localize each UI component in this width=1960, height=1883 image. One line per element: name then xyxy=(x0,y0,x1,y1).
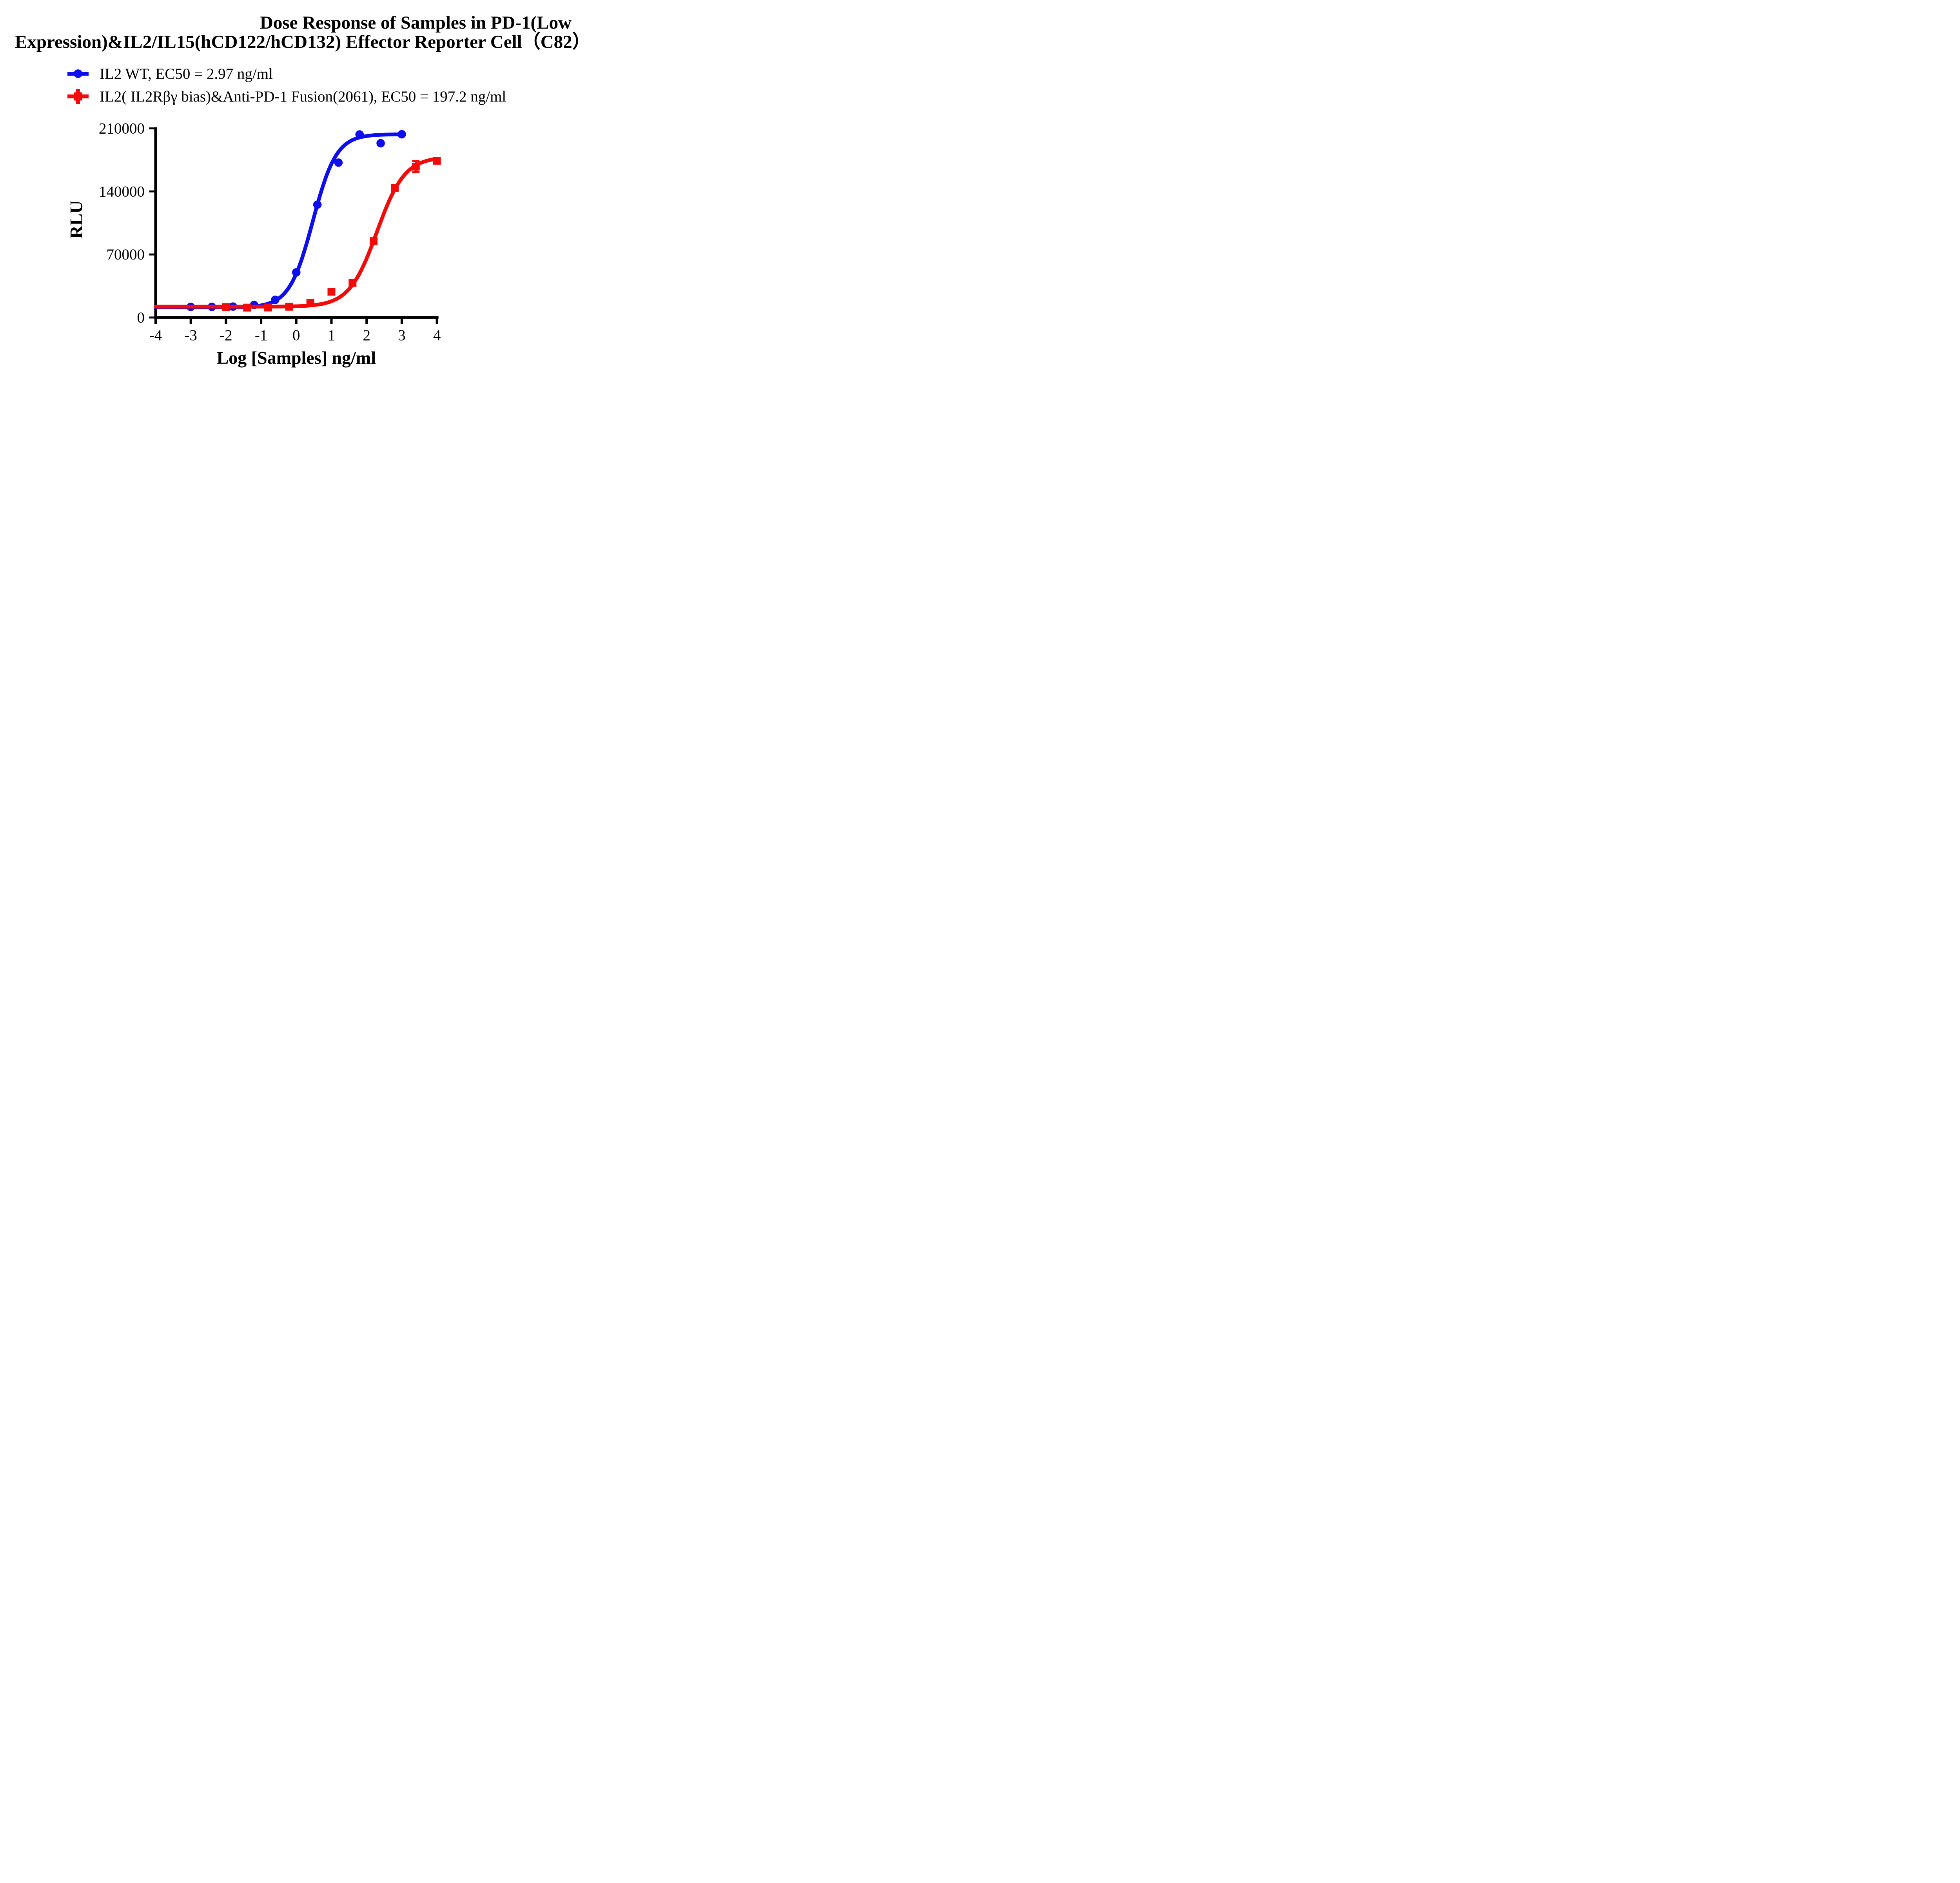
il2-wt-point xyxy=(376,139,385,148)
il2-wt-data-points xyxy=(186,130,406,311)
chart-title-line2: Expression)&IL2/IL15(hCD122/hCD132) Effe… xyxy=(15,32,586,52)
chart-title-line1: Dose Response of Samples in PD-1(Low xyxy=(260,13,572,33)
fusion-point xyxy=(243,303,251,312)
legend-label-il2-wt: IL2 WT, EC50 = 2.97 ng/ml xyxy=(100,65,273,82)
il2-wt-fit-curve xyxy=(154,132,404,310)
axes xyxy=(154,127,439,319)
fusion-point xyxy=(264,303,272,312)
legend-item-fusion: IL2( IL2Rβγ bias)&Anti-PD-1 Fusion(2061)… xyxy=(67,88,506,105)
legend-item-il2-wt: IL2 WT, EC50 = 2.97 ng/ml xyxy=(67,65,506,82)
chart-title: Dose Response of Samples in PD-1(Low Exp… xyxy=(15,13,586,52)
fusion-point xyxy=(285,303,293,311)
x-tick-label: -2 xyxy=(220,327,232,344)
fusion-point xyxy=(327,288,336,296)
x-tick-label: -3 xyxy=(184,327,197,344)
il2-wt-point xyxy=(355,130,364,139)
y-axis-title: RLU xyxy=(66,200,86,238)
y-ticks: 0 70000 140000 210000 xyxy=(99,120,154,326)
il2-wt-point xyxy=(334,158,343,167)
y-tick-label: 0 xyxy=(137,309,145,326)
x-tick-label: 2 xyxy=(363,327,370,344)
legend-marker-circle-icon xyxy=(67,69,89,78)
fusion-point xyxy=(412,163,420,171)
x-tick-label: 0 xyxy=(292,327,300,344)
il2-wt-point xyxy=(313,200,322,209)
x-tick-label: 3 xyxy=(398,327,406,344)
fusion-data-points xyxy=(222,157,441,312)
legend-label-fusion: IL2( IL2Rβγ bias)&Anti-PD-1 Fusion(2061)… xyxy=(100,88,506,105)
x-tick-label: -1 xyxy=(255,327,268,344)
legend-marker-square-icon xyxy=(67,89,89,104)
fusion-fit-curve xyxy=(154,157,439,309)
fusion-point xyxy=(306,299,314,307)
fusion-point xyxy=(348,279,357,287)
il2-wt-point xyxy=(292,268,301,277)
fusion-point xyxy=(370,237,378,245)
fusion-point xyxy=(433,157,441,165)
dose-response-plot: -4 -3 -2 -1 0 1 2 3 4 0 70000 140000 210000 Log [Samp… xyxy=(66,120,441,368)
x-tick-label: -4 xyxy=(149,327,162,344)
x-tick-label: 4 xyxy=(433,327,441,344)
il2-wt-point xyxy=(397,130,406,139)
y-tick-label: 210000 xyxy=(99,120,145,137)
x-tick-label: 1 xyxy=(328,327,336,344)
y-tick-label: 140000 xyxy=(99,183,145,200)
x-axis-title: Log [Samples] ng/ml xyxy=(217,348,376,368)
il2-wt-point xyxy=(271,296,279,304)
dose-response-figure: Dose Response of Samples in PD-1(Low Exp… xyxy=(0,0,586,377)
fusion-point xyxy=(390,184,399,192)
x-ticks: -4 -3 -2 -1 0 1 2 3 4 xyxy=(149,319,441,344)
legend: IL2 WT, EC50 = 2.97 ng/ml IL2( IL2Rβγ bi… xyxy=(67,65,506,105)
y-tick-label: 70000 xyxy=(107,246,145,263)
fusion-point xyxy=(222,303,230,311)
